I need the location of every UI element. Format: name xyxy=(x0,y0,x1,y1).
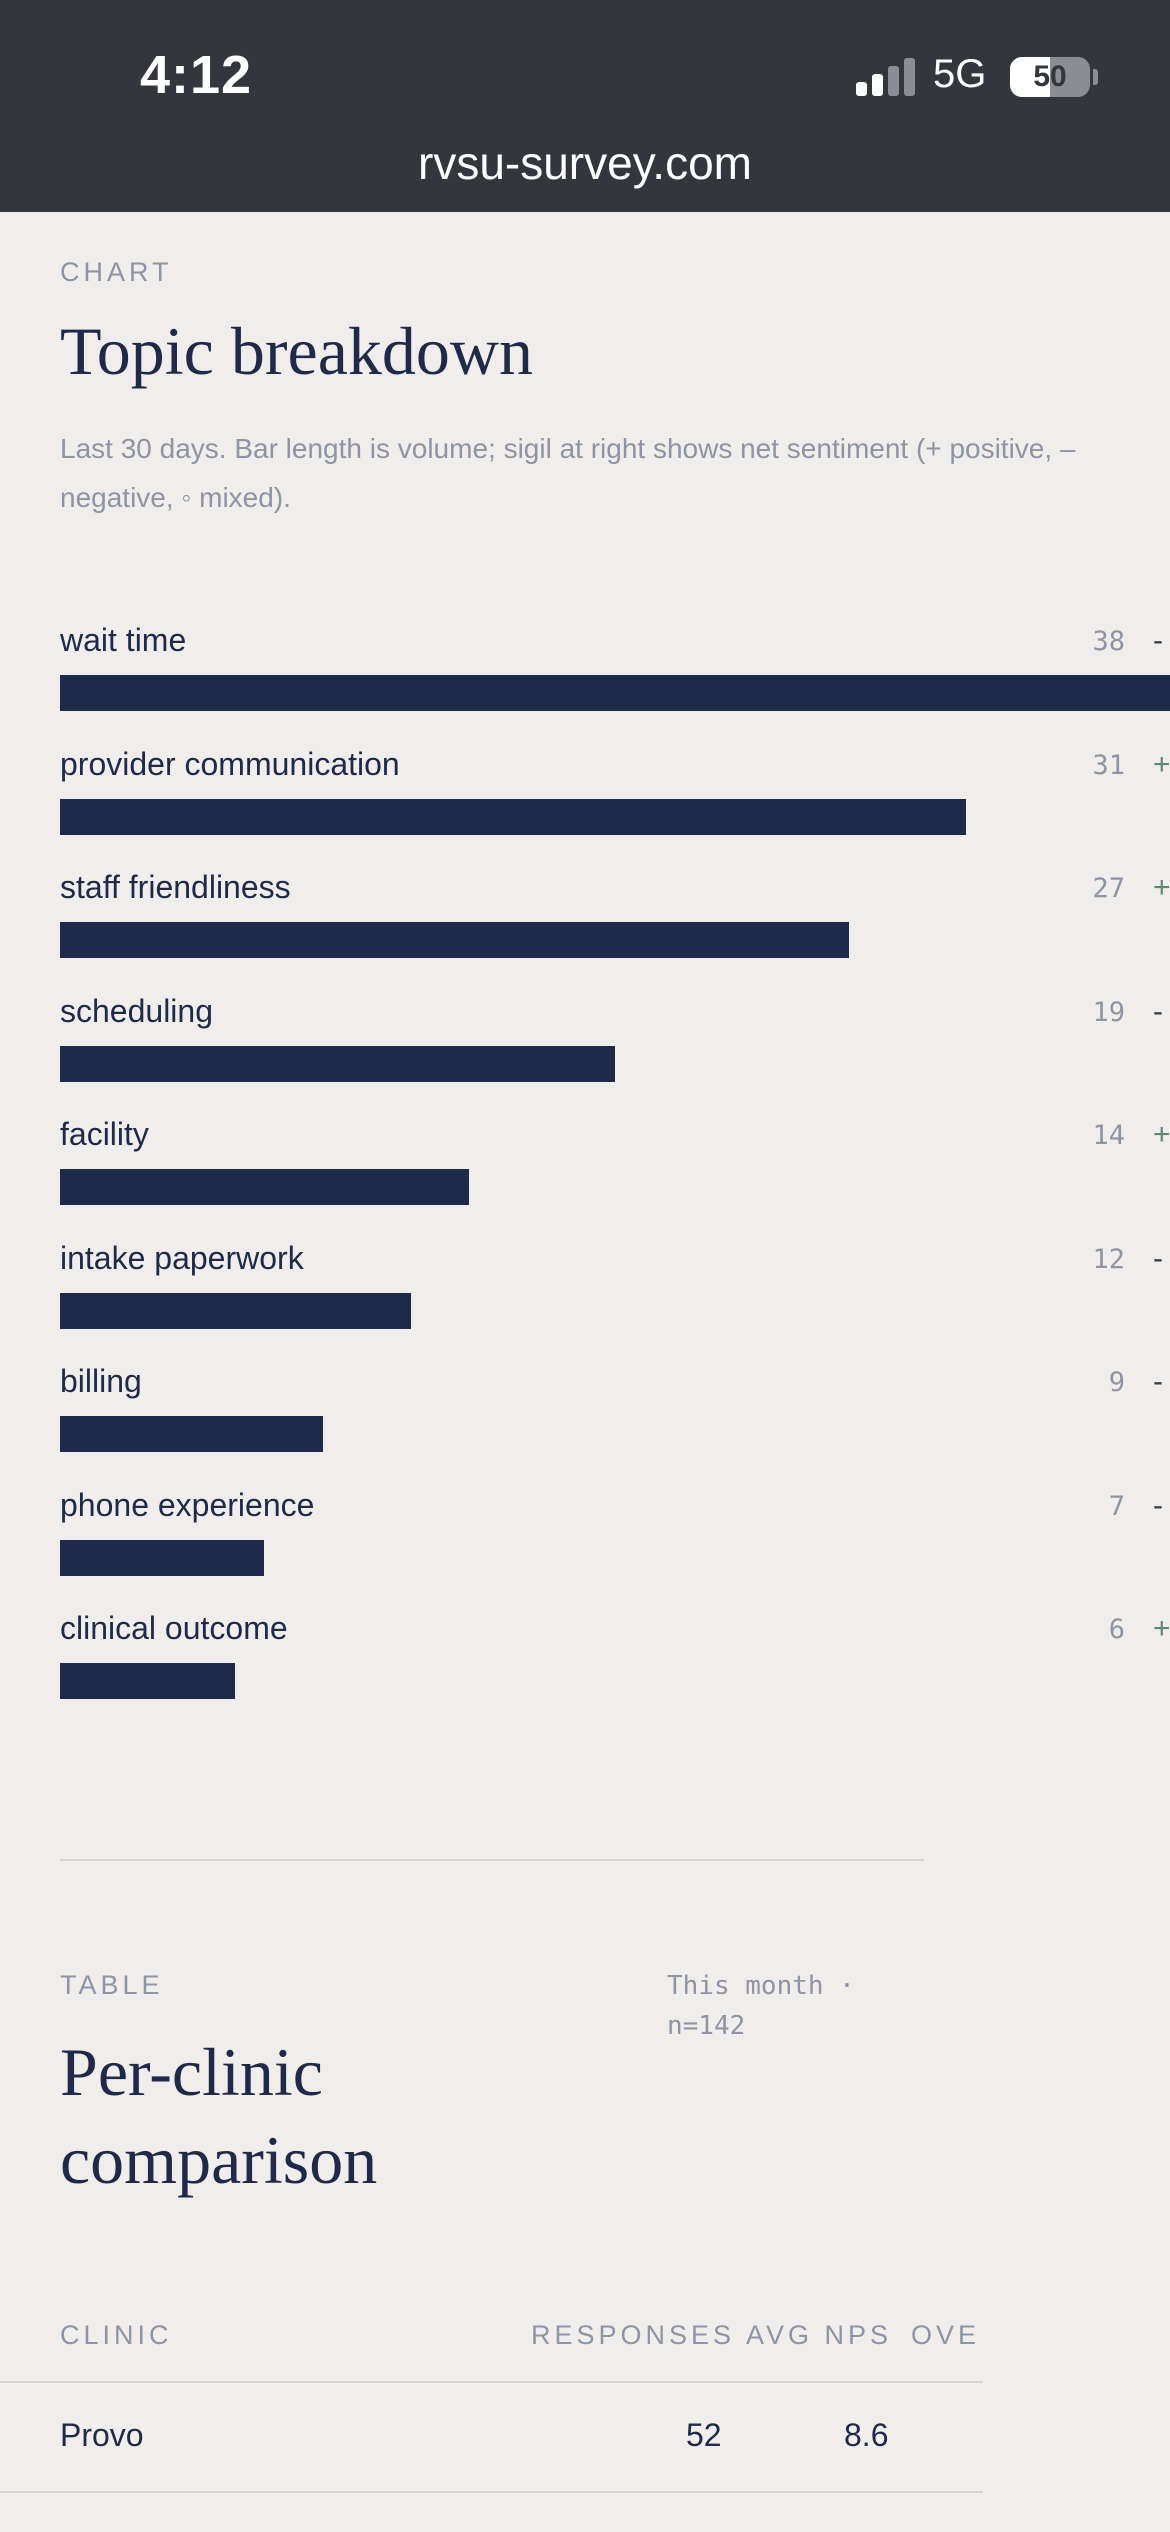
table-eyebrow: TABLE xyxy=(60,1970,164,2000)
bar-wait-time xyxy=(60,675,1170,711)
bar-label-wait-time: wait time xyxy=(60,622,187,658)
bar-value-phone-experience: 7 xyxy=(1108,1490,1125,1522)
network-type: 5G xyxy=(933,52,987,96)
bar-label-billing: billing xyxy=(60,1363,142,1399)
bar-intake-paperwork xyxy=(60,1292,411,1329)
bar-label-intake-paperwork: intake paperwork xyxy=(60,1239,304,1276)
bar-phone-experience xyxy=(60,1539,264,1576)
table-cell-responses: 52 xyxy=(686,2417,722,2453)
sentiment-sigil-billing: - xyxy=(1153,1365,1163,1398)
address-bar-url[interactable]: rvsu-survey.com xyxy=(418,137,752,189)
bar-label-scheduling: scheduling xyxy=(60,992,213,1029)
chart-title: Topic breakdown xyxy=(60,313,533,389)
table-meta: This month · n=142 xyxy=(667,1971,855,2041)
table-cell-clinic: Provo xyxy=(60,2417,144,2453)
column-header-clinic[interactable]: CLINIC xyxy=(60,2320,173,2350)
sentiment-sigil-provider-communication: + xyxy=(1153,747,1170,781)
bar-label-provider-communication: provider communication xyxy=(60,745,400,782)
battery-cap-icon xyxy=(1093,69,1098,85)
sentiment-sigil-phone-experience: - xyxy=(1153,1488,1163,1522)
column-header-overall-clip: OVE xyxy=(911,2300,983,2370)
bar-clinical-outcome xyxy=(60,1663,235,1699)
sentiment-sigil-facility: + xyxy=(1153,1118,1170,1151)
bar-value-provider-communication: 31 xyxy=(1092,749,1125,781)
bar-provider-communication xyxy=(60,798,966,835)
bar-value-facility: 14 xyxy=(1092,1120,1125,1151)
status-time: 4:12 xyxy=(140,45,253,105)
sentiment-sigil-scheduling: - xyxy=(1153,994,1163,1028)
table-header-rule xyxy=(0,2381,983,2383)
table-title-line-2: comparison xyxy=(60,2122,378,2198)
battery-fill xyxy=(1010,57,1050,97)
table-title: Per-clinic comparison xyxy=(60,2028,377,2204)
bar-value-clinical-outcome: 6 xyxy=(1108,1614,1125,1645)
signal-strength-icon xyxy=(856,58,916,96)
bar-label-clinical-outcome: clinical outcome xyxy=(60,1610,288,1646)
column-header-avg-nps[interactable]: AVG NPS xyxy=(746,2320,893,2350)
bar-scheduling xyxy=(60,1045,615,1082)
table-title-line-1: Per-clinic xyxy=(60,2034,323,2110)
bar-billing xyxy=(60,1416,323,1452)
bar-staff-friendliness xyxy=(60,922,849,958)
bar-facility xyxy=(60,1169,469,1205)
bar-value-staff-friendliness: 27 xyxy=(1092,873,1125,904)
sentiment-sigil-clinical-outcome: + xyxy=(1153,1612,1170,1645)
bar-label-phone-experience: phone experience xyxy=(60,1486,315,1523)
bar-value-scheduling: 19 xyxy=(1092,996,1125,1028)
sentiment-sigil-intake-paperwork: - xyxy=(1153,1241,1163,1275)
sentiment-sigil-wait-time: - xyxy=(1153,624,1163,657)
section-divider xyxy=(60,1859,924,1861)
bar-value-intake-paperwork: 12 xyxy=(1092,1243,1125,1275)
chart-subtitle: Last 30 days. Bar length is volume; sigi… xyxy=(60,433,1076,513)
sentiment-sigil-staff-friendliness: + xyxy=(1153,871,1170,904)
battery-icon: 50 xyxy=(1010,57,1090,97)
column-header-overall[interactable]: OVE xyxy=(911,2320,981,2350)
bar-label-facility: facility xyxy=(60,1116,149,1152)
bar-value-wait-time: 38 xyxy=(1092,626,1125,657)
column-header-responses[interactable]: RESPONSES xyxy=(531,2320,736,2350)
table-row-rule xyxy=(0,2491,983,2493)
bar-label-staff-friendliness: staff friendliness xyxy=(60,869,291,905)
table-cell-avg-nps: 8.6 xyxy=(844,2417,889,2453)
chart-eyebrow: CHART xyxy=(60,257,173,287)
bar-value-billing: 9 xyxy=(1108,1367,1125,1398)
browser-top-bar: 4:12 5G 50 rvsu-survey.com xyxy=(0,0,1170,212)
battery-percent: 50 xyxy=(1033,60,1067,93)
